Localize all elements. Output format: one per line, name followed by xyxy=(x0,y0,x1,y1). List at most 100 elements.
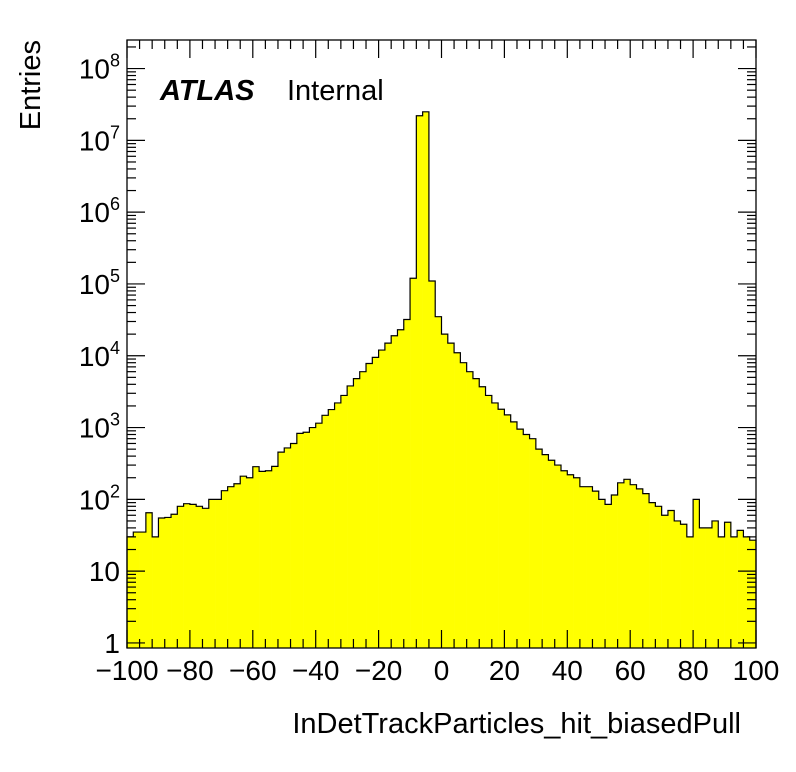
histogram-bin xyxy=(479,386,486,648)
histogram-bin xyxy=(711,520,719,648)
histogram-bin xyxy=(605,504,612,648)
x-tick-label: 0 xyxy=(434,655,450,686)
histogram-bin xyxy=(353,378,361,648)
atlas-label: ATLAS xyxy=(159,75,255,107)
histogram-bin xyxy=(447,343,455,648)
histogram-bin xyxy=(636,488,644,648)
histogram-bin xyxy=(693,499,700,648)
histogram-bin xyxy=(202,508,210,648)
histogram-bin xyxy=(592,491,600,648)
histogram-bin xyxy=(171,514,178,648)
histogram-bin xyxy=(680,524,688,648)
histogram-bin xyxy=(152,536,159,648)
y-tick-label: 107 xyxy=(79,122,120,156)
y-tick-label: 108 xyxy=(79,51,120,85)
histogram-bin xyxy=(208,499,216,648)
histogram-bin xyxy=(340,395,348,648)
histogram-bin xyxy=(586,486,593,648)
y-axis: 1 10 102 103 104 105 106 107 108 xyxy=(79,46,756,659)
histogram-bin xyxy=(630,484,637,648)
x-tick-label: −100 xyxy=(95,655,158,686)
histogram-bin xyxy=(472,378,480,648)
histogram-bin xyxy=(428,280,436,648)
histogram-bin xyxy=(661,515,669,648)
x-axis-label: InDetTrackParticles_hit_biasedPull xyxy=(292,708,741,740)
internal-label: Internal xyxy=(287,75,384,107)
x-tick-label: −20 xyxy=(355,655,403,686)
histogram-bin xyxy=(730,536,738,648)
y-tick-label: 106 xyxy=(79,194,120,228)
x-tick-label: 20 xyxy=(489,655,520,686)
histogram-bin xyxy=(542,454,549,648)
histogram-bin xyxy=(309,427,316,648)
histogram-bin xyxy=(705,527,713,648)
y-tick-label: 10 xyxy=(89,556,120,587)
histogram-bin xyxy=(277,452,285,648)
histogram-bin xyxy=(139,532,147,648)
histogram-bin xyxy=(221,490,228,648)
histogram-bin xyxy=(410,278,417,648)
histogram-bin xyxy=(579,486,587,648)
histogram-bin xyxy=(158,517,166,648)
histogram-bin xyxy=(290,443,298,648)
histogram-bin xyxy=(303,432,310,648)
y-axis-label: Entries xyxy=(15,40,47,130)
histogram-bin xyxy=(617,482,625,648)
histogram-bin xyxy=(372,357,379,648)
histogram-bin xyxy=(227,486,235,648)
x-tick-label: −40 xyxy=(292,655,340,686)
histogram-bin xyxy=(422,111,430,649)
histogram-bin xyxy=(642,493,650,648)
x-tick-label: 60 xyxy=(615,655,646,686)
histogram-bin xyxy=(510,421,518,648)
histogram-bin xyxy=(196,506,203,648)
histogram-bin xyxy=(347,385,354,648)
histogram-outline xyxy=(126,111,757,648)
histogram-bin xyxy=(504,414,511,648)
histogram-bin xyxy=(296,433,304,648)
histogram-bin xyxy=(246,477,254,648)
x-tick-label: 40 xyxy=(552,655,583,686)
y-tick-label: 103 xyxy=(79,410,120,444)
x-tick-label: −80 xyxy=(166,655,214,686)
histogram-bin xyxy=(315,423,323,648)
histogram-bin xyxy=(416,115,423,648)
histogram-bin xyxy=(454,352,461,648)
histogram-bin xyxy=(259,471,266,648)
histogram-bin xyxy=(724,522,732,648)
histogram-bin xyxy=(189,504,197,648)
histogram-bin xyxy=(271,466,279,648)
histogram-bin xyxy=(240,476,247,648)
y-tick-label: 102 xyxy=(79,481,120,515)
histogram-bin xyxy=(177,506,184,648)
histogram-bin xyxy=(718,536,725,648)
histogram-bin xyxy=(233,483,241,648)
x-tick-label: −60 xyxy=(229,655,277,686)
histogram-bin xyxy=(391,335,398,648)
histogram-bin xyxy=(435,316,442,648)
histogram-bin xyxy=(737,530,744,648)
x-tick-label: 100 xyxy=(733,655,780,686)
histogram-bin xyxy=(667,510,675,648)
histogram-bin xyxy=(554,465,562,648)
histogram-bin xyxy=(460,362,467,648)
histogram-bin xyxy=(378,350,386,648)
histogram-bin xyxy=(334,402,342,648)
histogram-bin xyxy=(649,502,656,648)
histogram-bin xyxy=(145,512,153,648)
histogram-bin xyxy=(133,532,140,648)
histogram-bin xyxy=(252,466,260,648)
histogram-bin xyxy=(598,499,606,648)
histogram-bin xyxy=(548,460,556,648)
histogram-bin xyxy=(699,527,706,648)
histogram-bin xyxy=(384,343,392,648)
x-axis: −100 −80 −60 −40 −20 0 20 40 60 80 100 xyxy=(95,40,779,686)
histogram-bin xyxy=(535,449,543,648)
histogram-bin xyxy=(485,395,493,648)
histogram-bin xyxy=(321,415,329,648)
histogram-bin xyxy=(686,536,694,648)
y-tick-label: 104 xyxy=(79,338,120,372)
histogram-bin xyxy=(623,479,631,648)
histogram-bin xyxy=(359,371,367,648)
